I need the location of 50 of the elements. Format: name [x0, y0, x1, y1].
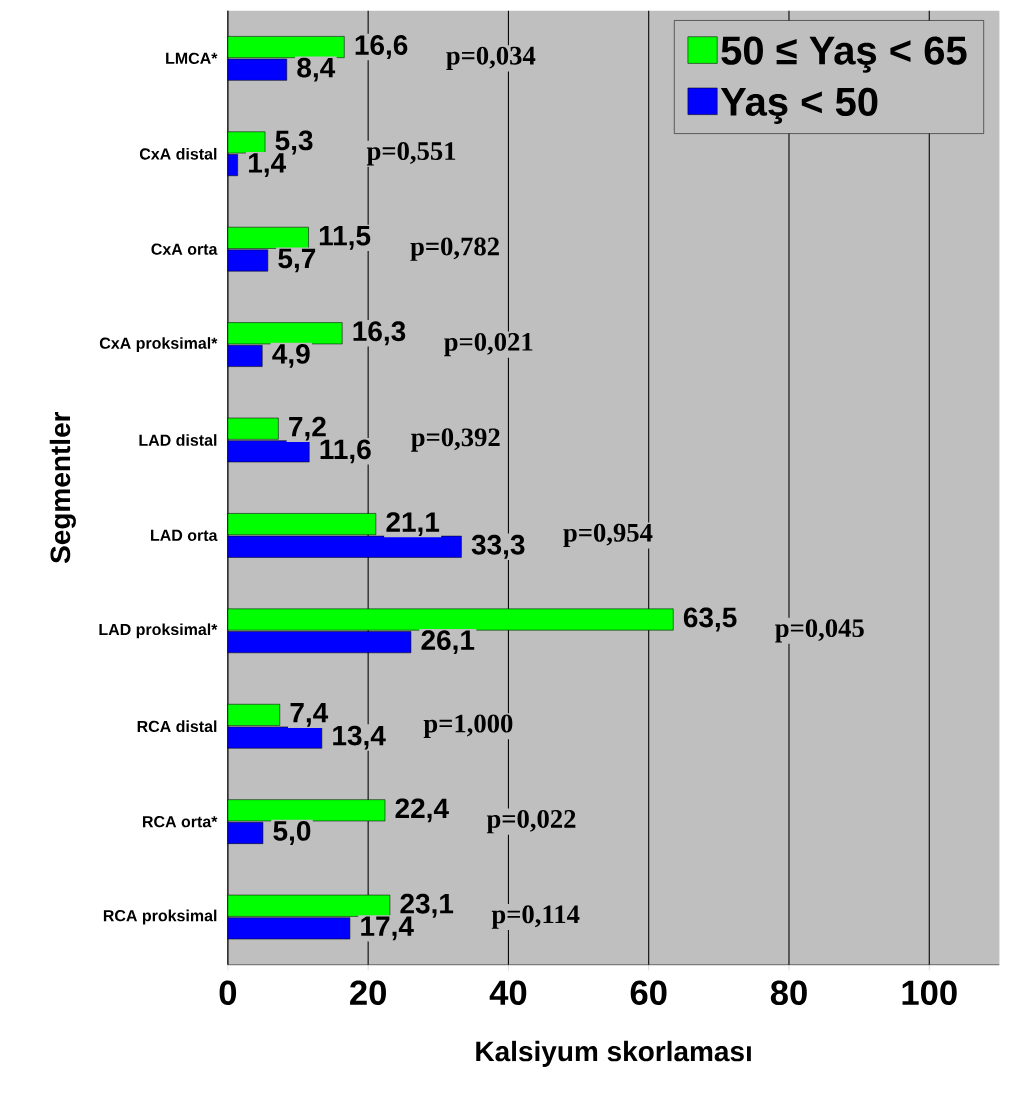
annotation: p=0,021	[444, 332, 533, 357]
data-label: 16,3	[353, 321, 406, 346]
legend-label: 50 ≤ Yaş < 65	[721, 36, 967, 73]
y-tick-label: LMCA*	[166, 52, 218, 65]
data-label: 33,3	[471, 534, 525, 559]
y-tick-label: LAD proksimal*	[99, 623, 218, 639]
x-tick-label: 60	[630, 980, 667, 1006]
data-label: 5,0	[273, 821, 311, 845]
annotation: p=0,045	[775, 619, 864, 643]
legend-label: Yaş < 50	[720, 87, 878, 124]
data-label: 8,4	[297, 57, 336, 82]
x-tick-label: 0	[219, 980, 237, 1006]
data-label: 23,1	[400, 893, 454, 918]
data-label: 22,4	[395, 798, 450, 823]
annotation: p=0,392	[411, 428, 500, 452]
y-axis-title: Segmentler	[49, 411, 77, 564]
data-label: 11,5	[320, 226, 371, 250]
y-tick-label: LAD orta	[151, 529, 218, 541]
annotation: p=0,782	[410, 237, 500, 261]
data-label: 7,4	[290, 703, 329, 727]
data-label: 13,4	[333, 725, 386, 750]
data-label: 26,1	[421, 630, 475, 655]
data-label: 11,6	[320, 439, 371, 464]
annotation: p=0,022	[486, 809, 576, 834]
y-tick-label: CxA proksimal*	[100, 337, 218, 353]
data-label: 17,4	[361, 916, 414, 941]
annotation: p=0,551	[367, 142, 456, 166]
annotation: p=0,114	[491, 905, 580, 929]
annotation: p=0,954	[563, 523, 653, 548]
data-label: 21,1	[386, 512, 440, 537]
y-tick-label: RCA proksimal	[104, 909, 217, 925]
annotation: p=1,000	[423, 714, 513, 738]
x-tick-label: 80	[770, 980, 807, 1006]
data-label: 1,4	[249, 153, 287, 177]
y-tick-label: LAD distal	[139, 434, 217, 446]
y-tick-label: RCA orta*	[143, 815, 218, 828]
x-tick-label: 100	[902, 980, 957, 1006]
data-label: 5,7	[278, 248, 316, 273]
data-label: 4,9	[272, 343, 310, 368]
data-label: 5,3	[275, 130, 313, 155]
data-label: 7,2	[289, 416, 326, 441]
x-axis-title: Kalsiyum skorlaması	[476, 1040, 751, 1067]
annotation: p=0,034	[446, 46, 536, 71]
data-label: 63,5	[684, 607, 737, 632]
data-label: 16,6	[355, 35, 408, 59]
x-tick-label: 40	[489, 980, 527, 1006]
y-tick-label: CxA orta	[151, 243, 218, 255]
y-tick-label: CxA distal	[140, 147, 217, 160]
y-tick-label: RCA distal	[137, 720, 217, 733]
x-tick-label: 20	[350, 980, 387, 1006]
